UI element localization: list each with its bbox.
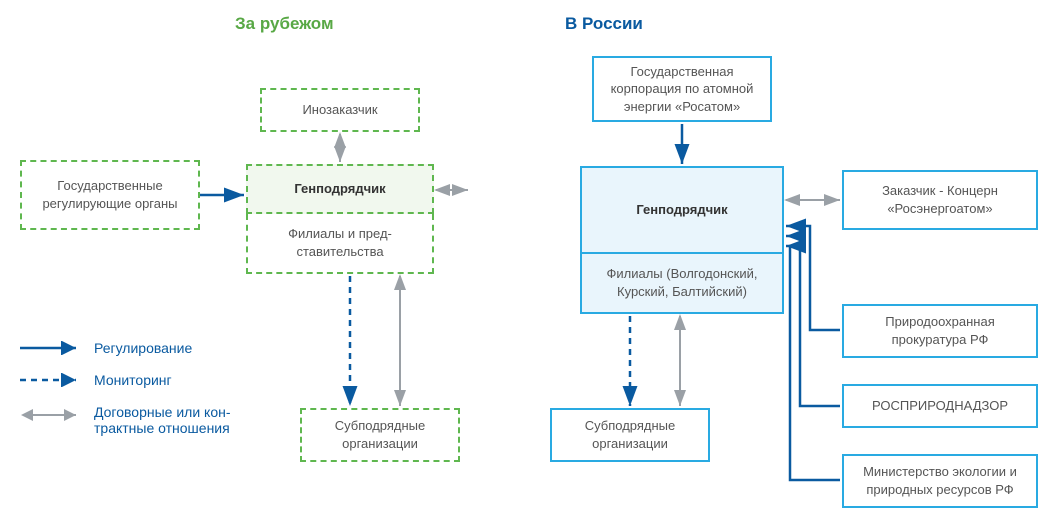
russia-rosatom: Государственная корпорация по атомной эн… (592, 56, 772, 122)
legend-contract: Договорные или кон- трактные отношения (20, 404, 231, 436)
abroad-branches: Филиалы и пред- ставительства (246, 214, 434, 274)
abroad-foreign-customer: Инозаказчик (260, 88, 420, 132)
russia-general-contractor: Генподрядчик (580, 166, 784, 254)
abroad-subcontractors: Субподрядные организации (300, 408, 460, 462)
russia-ministry: Министерство экологии и природных ресурс… (842, 454, 1038, 508)
russia-rosprirod: РОСПРИРОДНАДЗОР (842, 384, 1038, 428)
legend-monitoring-label: Мониторинг (94, 372, 172, 388)
russia-branches: Филиалы (Волгодонский, Курский, Балтийск… (580, 254, 784, 314)
title-abroad: За рубежом (235, 14, 334, 34)
legend-contract-label: Договорные или кон- трактные отношения (94, 404, 231, 436)
abroad-general-contractor: Генподрядчик (246, 164, 434, 214)
russia-prosecutor: Природоохранная прокуратура РФ (842, 304, 1038, 358)
legend-regulation-label: Регулирование (94, 340, 192, 356)
russia-customer: Заказчик - Концерн «Росэнергоатом» (842, 170, 1038, 230)
abroad-regulators: Государственные регулирующие органы (20, 160, 200, 230)
legend-regulation: Регулирование (20, 340, 231, 356)
legend-monitoring: Мониторинг (20, 372, 231, 388)
russia-subcontractors: Субподрядные организации (550, 408, 710, 462)
legend: Регулирование Мониторинг Договорные или … (20, 340, 231, 452)
title-russia: В России (565, 14, 643, 34)
